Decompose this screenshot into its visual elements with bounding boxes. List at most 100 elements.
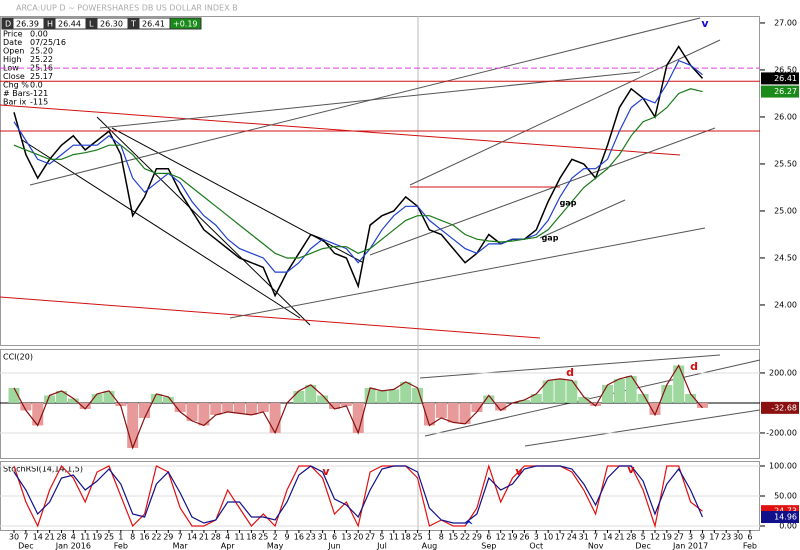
cci-bar <box>518 399 530 403</box>
quote-text: 26.30 <box>100 20 123 29</box>
x-tick-label: 18 <box>246 533 256 542</box>
cci-bar <box>530 393 542 403</box>
cci-bar <box>293 390 305 403</box>
annotation: gap <box>560 199 577 208</box>
x-tick-label: 11 <box>234 533 244 542</box>
x-tick-label: 6 <box>747 533 752 542</box>
annotation: v <box>701 17 709 30</box>
info-value: -115 <box>30 98 48 107</box>
month-label: Jun <box>327 542 341 550</box>
info-label: Chg % <box>3 81 29 90</box>
trend-line <box>524 409 761 447</box>
x-tick-label: 3 <box>534 533 539 542</box>
x-tick-label: 21 <box>614 533 624 542</box>
x-tick-label: 25 <box>104 533 114 542</box>
month-label: May <box>267 542 284 550</box>
month-label: Jul <box>376 542 387 550</box>
cci-bar <box>198 402 210 426</box>
x-tick-label: 22 <box>460 533 470 542</box>
cci-bar <box>578 396 590 403</box>
x-tick-label: 17 <box>555 533 565 542</box>
cci-bar <box>400 381 412 403</box>
cci-bar <box>637 393 649 403</box>
info-label: Close <box>3 72 25 81</box>
quote-box <box>169 17 202 30</box>
x-tick-label: 23 <box>721 533 731 542</box>
info-value: 25.20 <box>30 47 53 56</box>
value-box <box>761 401 799 414</box>
cci-bar <box>447 402 459 423</box>
x-tick-label: 14 <box>187 533 197 542</box>
annotation: v <box>322 465 330 478</box>
x-tick-label: 31 <box>579 533 589 542</box>
cci-bar <box>613 378 625 403</box>
info-value: 25.22 <box>30 55 53 64</box>
x-tick-label: 11 <box>80 533 90 542</box>
annotation: gap <box>542 234 559 243</box>
value-box <box>761 511 799 524</box>
cci-bar <box>210 402 222 415</box>
series-line <box>13 88 703 259</box>
annotation: v <box>515 465 523 478</box>
trend-line <box>369 127 716 256</box>
cci-bar <box>483 395 495 403</box>
x-tick-label: 14 <box>33 533 43 542</box>
y-tick-label: -200.00 <box>766 428 797 437</box>
cci-bar <box>376 390 388 403</box>
info-value: 25.17 <box>30 72 53 81</box>
x-tick-label: 31 <box>318 533 328 542</box>
y-tick-label: 100.00 <box>769 462 797 471</box>
value-box-label: 14.96 <box>774 513 797 522</box>
x-tick-label: 6 <box>332 533 337 542</box>
cci-bar <box>471 402 483 412</box>
value-box-label: 26.41 <box>774 74 797 83</box>
y-tick-label: 200.00 <box>769 368 797 377</box>
quote-text: L <box>89 20 94 29</box>
x-tick-label: 3 <box>688 533 693 542</box>
quote-text: 26.41 <box>142 20 165 29</box>
x-tick-label: 5 <box>379 533 384 542</box>
panel-title: StochRSI(14,14,1,5) <box>3 465 83 474</box>
x-tick-label: 5 <box>641 533 646 542</box>
month-label: Dec <box>635 542 650 550</box>
x-tick-label: 11 <box>389 533 399 542</box>
x-tick-label: 28 <box>56 533 66 542</box>
x-tick-label: 30 <box>733 533 743 542</box>
cci-bar <box>328 402 340 409</box>
cci-bar <box>602 384 613 403</box>
x-tick-label: 9 <box>700 533 705 542</box>
x-tick-label: 17 <box>709 533 719 542</box>
cci-bar <box>8 387 20 403</box>
x-tick-label: 14 <box>602 533 612 542</box>
trend-line <box>229 227 706 319</box>
trend-line <box>419 354 721 379</box>
info-value: 0.0 <box>30 81 43 90</box>
month-label: Sep <box>481 542 496 550</box>
series-line <box>13 465 704 524</box>
trend-line <box>539 199 626 239</box>
cci-bar <box>234 402 246 414</box>
x-tick-label: 12 <box>496 533 506 542</box>
cci-bar <box>317 395 329 403</box>
x-tick-label: 15 <box>448 533 458 542</box>
trend-line <box>0 296 541 339</box>
x-tick-label: 19 <box>662 533 672 542</box>
y-tick-label: 26.50 <box>774 65 797 74</box>
info-value: 07/25/16 <box>30 38 66 47</box>
x-tick-label: 21 <box>45 533 55 542</box>
info-label: Date <box>3 38 22 47</box>
cci-bar <box>673 365 685 403</box>
series-line <box>13 364 703 450</box>
chart-title: ARCA:UUP D ~ POWERSHARES DB US DOLLAR IN… <box>16 4 238 13</box>
y-tick-label: 0.00 <box>779 521 797 530</box>
cci-bar <box>186 402 198 421</box>
x-tick-label: 28 <box>626 533 636 542</box>
cci-bar <box>245 402 257 415</box>
annotation: ^ <box>464 519 473 532</box>
month-label: Feb <box>743 542 757 550</box>
cci-bar <box>542 380 554 403</box>
quote-text: H <box>47 20 53 29</box>
